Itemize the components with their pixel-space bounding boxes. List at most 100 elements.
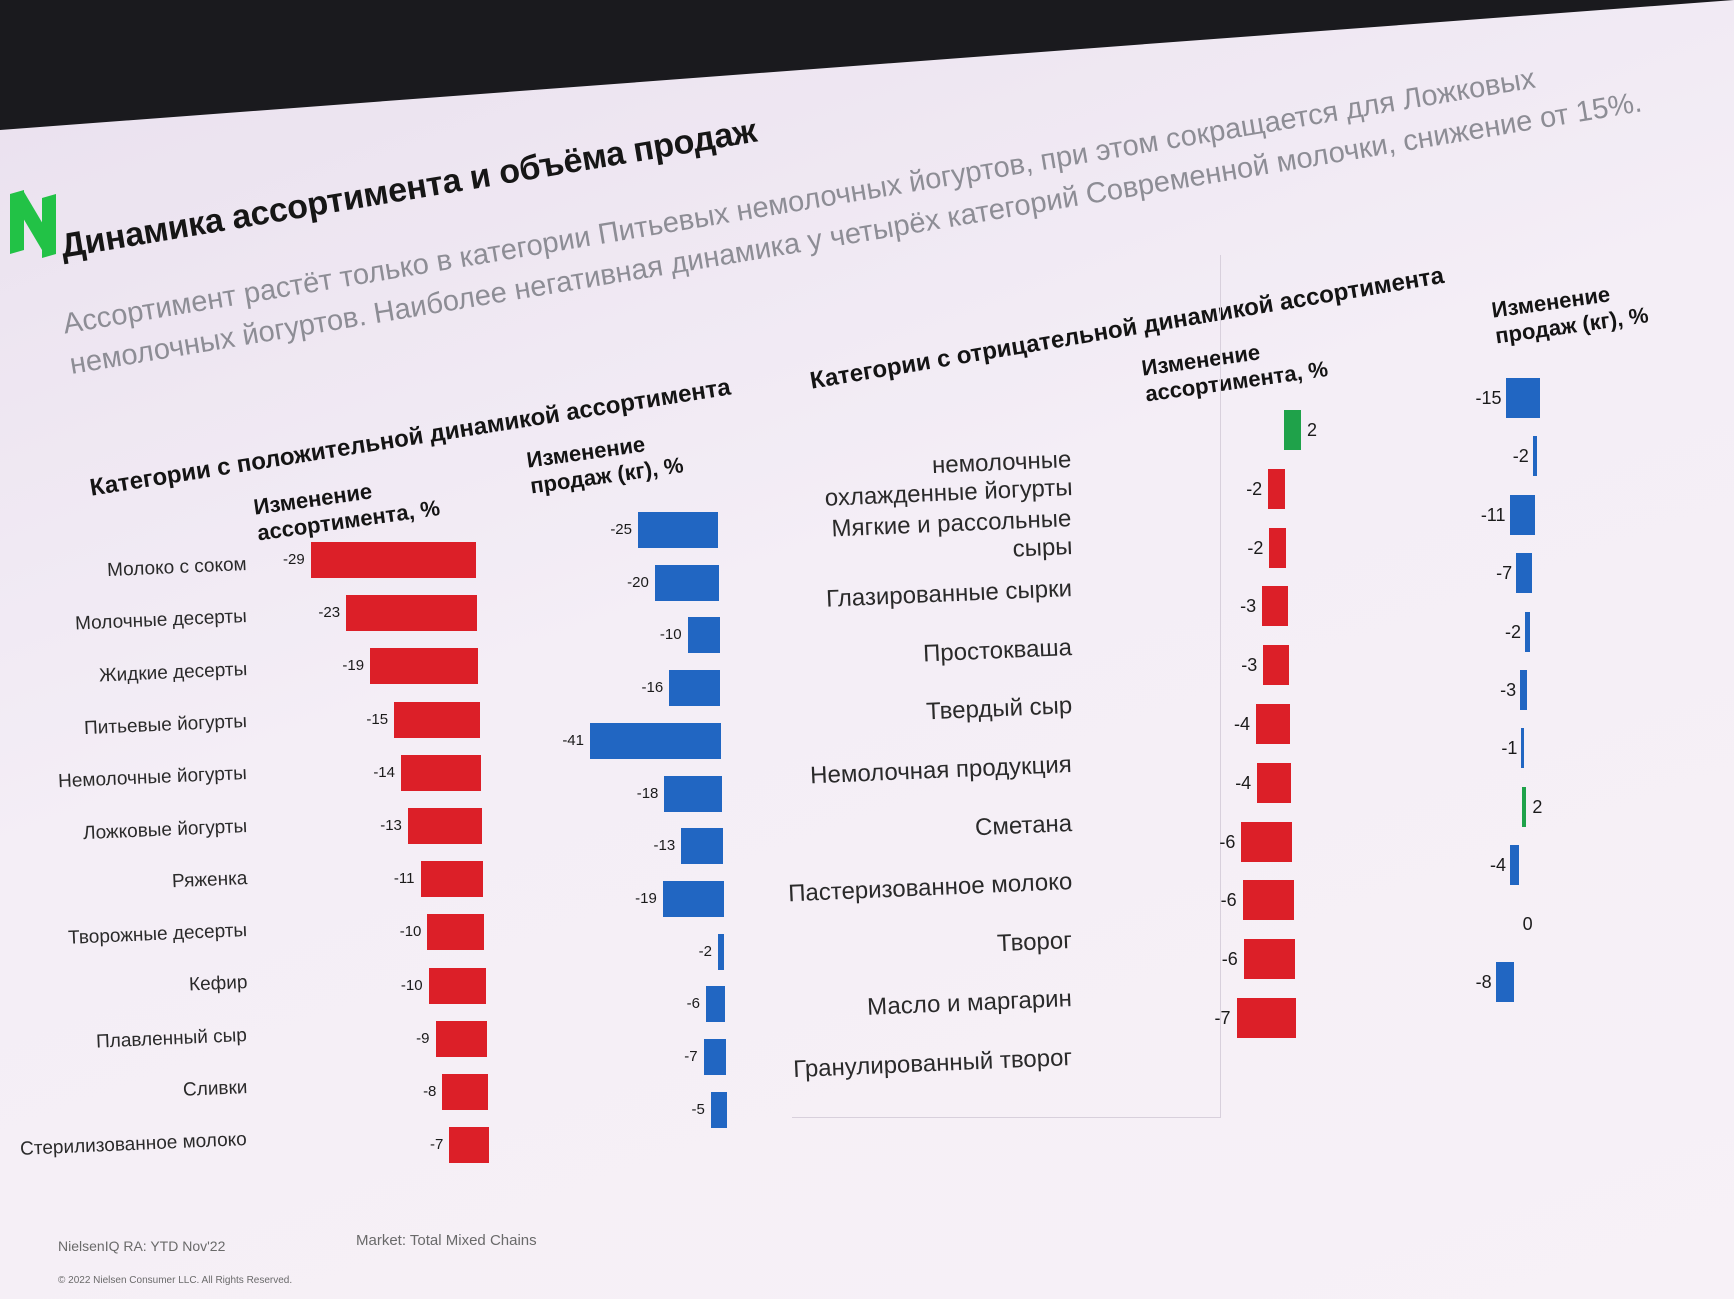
data-label: -4 xyxy=(1235,772,1252,793)
data-label: -23 xyxy=(318,604,341,622)
bar xyxy=(1256,704,1290,744)
bar xyxy=(1242,880,1294,921)
bar xyxy=(1257,762,1292,803)
bar xyxy=(1505,378,1540,418)
bar xyxy=(710,1091,727,1128)
category-label: Пастеризованное молоко xyxy=(787,868,1073,908)
data-label: -15 xyxy=(366,710,389,728)
bar xyxy=(310,542,476,578)
category-label: Творожные десерты xyxy=(67,920,248,949)
bar xyxy=(664,775,722,812)
category-label: Молоко с соком xyxy=(106,554,248,582)
bar xyxy=(370,648,479,685)
data-label: -13 xyxy=(653,837,676,855)
bar xyxy=(1243,939,1295,980)
data-label: -16 xyxy=(641,679,664,697)
data-label: -10 xyxy=(659,626,682,644)
data-label: -8 xyxy=(423,1083,437,1100)
bar xyxy=(1268,468,1286,509)
bar xyxy=(427,914,485,951)
bar xyxy=(703,1039,726,1075)
data-label: -3 xyxy=(1240,596,1257,617)
brand-logo-icon xyxy=(10,190,56,258)
category-label: Твердый сыр xyxy=(925,692,1073,726)
data-label: 0 xyxy=(1522,913,1533,934)
category-label: Немолочная продукция xyxy=(809,751,1073,790)
category-label: Мягкие и рассольные сыры xyxy=(831,504,1074,563)
bar xyxy=(1495,962,1514,1002)
bar xyxy=(1262,586,1288,627)
bar xyxy=(1510,845,1520,886)
right-panel-title: Категории с отрицательной динамикой ассо… xyxy=(808,261,1446,395)
category-label: Стерилизованное молоко xyxy=(19,1129,248,1161)
left-sales-header: Изменение продаж (кг), % xyxy=(525,431,686,499)
bar xyxy=(1263,645,1289,686)
data-label: -19 xyxy=(635,889,657,907)
bar xyxy=(662,880,724,917)
category-label: Глазированные сырки xyxy=(825,575,1073,613)
data-label: -19 xyxy=(342,657,365,675)
bar xyxy=(401,754,481,791)
bar xyxy=(1509,494,1535,535)
data-label: 2 xyxy=(1307,420,1318,440)
category-label: немолочные охлажденные йогурты xyxy=(824,446,1074,512)
category-label: Ложковые йогурты xyxy=(82,815,248,844)
bar xyxy=(706,986,726,1023)
footer-market: Market: Total Mixed Chains xyxy=(356,1232,537,1249)
bar xyxy=(394,701,480,738)
bar xyxy=(449,1127,490,1164)
category-label: Немолочные йогурты xyxy=(57,763,248,793)
data-label: -2 xyxy=(1512,446,1529,467)
bar xyxy=(420,861,484,898)
data-label: -20 xyxy=(627,573,649,591)
data-label: -29 xyxy=(283,551,305,568)
data-label: -6 xyxy=(1220,890,1237,911)
category-label: Творог xyxy=(996,926,1073,958)
bar xyxy=(1284,410,1301,450)
category-label: Плавленный сыр xyxy=(95,1024,248,1053)
data-label: -9 xyxy=(416,1029,430,1047)
bar xyxy=(1532,436,1538,477)
data-label: -10 xyxy=(400,976,423,994)
bar xyxy=(590,722,722,759)
bar xyxy=(1236,998,1296,1038)
data-label: -4 xyxy=(1489,855,1506,876)
data-label: -5 xyxy=(691,1100,705,1118)
data-label: -18 xyxy=(636,784,659,802)
bar xyxy=(407,808,482,844)
category-label: Ряженка xyxy=(171,867,248,893)
data-label: 2 xyxy=(1532,796,1543,817)
category-label: Сметана xyxy=(974,809,1073,841)
data-label: -7 xyxy=(1214,1008,1231,1028)
bar xyxy=(638,512,718,548)
bar xyxy=(435,1020,487,1057)
bar xyxy=(1521,728,1525,769)
category-label: Масло и маргарин xyxy=(866,985,1073,1022)
data-label: -7 xyxy=(1496,563,1513,584)
data-label: -2 xyxy=(1247,537,1264,558)
bar xyxy=(718,933,725,970)
data-label: -10 xyxy=(399,923,422,941)
bar xyxy=(1521,786,1527,827)
data-label: -11 xyxy=(393,870,415,888)
data-label: -6 xyxy=(1219,831,1236,852)
bar xyxy=(346,595,478,632)
category-label: Гранулированный творог xyxy=(792,1044,1073,1084)
bar xyxy=(681,828,723,865)
data-label: -13 xyxy=(380,817,402,834)
data-label: -2 xyxy=(1246,478,1263,499)
category-label: Жидкие десерты xyxy=(98,658,248,687)
data-label: -6 xyxy=(686,995,700,1013)
category-label: Молочные десерты xyxy=(74,606,248,635)
bar xyxy=(669,670,721,707)
data-label: -25 xyxy=(610,521,632,538)
data-label: -3 xyxy=(1241,655,1258,676)
bar xyxy=(687,617,720,654)
left-assort-header: Изменение ассортимента, % xyxy=(252,478,442,546)
bar xyxy=(442,1074,488,1110)
data-label: -6 xyxy=(1221,949,1238,970)
data-label: -41 xyxy=(562,731,584,749)
data-label: -14 xyxy=(373,763,395,781)
data-label: -7 xyxy=(429,1136,444,1154)
